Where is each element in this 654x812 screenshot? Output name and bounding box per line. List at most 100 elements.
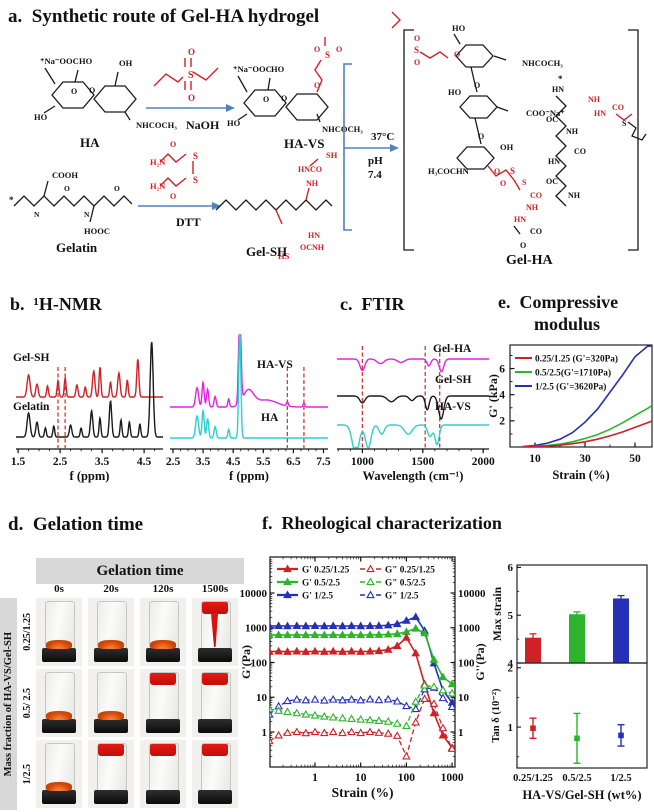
- gelled-hydrogel: [202, 744, 228, 756]
- svg-text:G' 0.25/1.25: G' 0.25/1.25: [302, 566, 350, 576]
- svg-text:2.5: 2.5: [166, 456, 181, 468]
- svg-text:HO: HO: [452, 23, 466, 33]
- svg-text:S: S: [325, 50, 330, 60]
- hooc-label: HOOC: [84, 226, 110, 236]
- svg-text:O: O: [478, 132, 484, 141]
- svg-text:O: O: [314, 45, 320, 54]
- ring-oxygen: O: [71, 87, 77, 96]
- svg-text:HN: HN: [308, 231, 320, 240]
- svg-text:HO: HO: [34, 112, 48, 122]
- svg-text:1.5: 1.5: [11, 456, 26, 468]
- svg-text:1/2.5 (G'=3620Pa): 1/2.5 (G'=3620Pa): [535, 382, 606, 393]
- vial-cap: [198, 719, 232, 733]
- svg-text:S: S: [193, 175, 198, 185]
- svg-text:G" 1/2.5: G" 1/2.5: [385, 592, 419, 602]
- svg-text:1/2.5: 1/2.5: [610, 773, 631, 784]
- svg-text:OC: OC: [546, 115, 558, 124]
- ungelled-liquid: [46, 782, 72, 791]
- gelation-time-col-20s: 20s: [103, 583, 119, 595]
- svg-text:0.25/1.25 (G'=320Pa): 0.25/1.25 (G'=320Pa): [535, 354, 618, 365]
- svg-text:1500: 1500: [411, 456, 434, 468]
- gelation-time-col-0s: 0s: [54, 583, 64, 595]
- gelation-time-col-120s: 120s: [152, 583, 174, 595]
- svg-text:30: 30: [579, 453, 591, 465]
- gelation-row-label: 1/2.5: [19, 740, 35, 808]
- svg-text:OCNH: OCNH: [300, 243, 325, 252]
- gelation-row-label-text: 0.25/1.25: [21, 613, 33, 651]
- svg-text:2000: 2000: [472, 456, 495, 468]
- arrow-dtt: DTT: [138, 202, 221, 229]
- ungelled-liquid: [46, 711, 72, 720]
- vial-photo-0.5-2.5-120s: [140, 669, 186, 737]
- svg-text:G" 0.25/1.25: G" 0.25/1.25: [385, 566, 435, 576]
- svg-text:100: 100: [398, 772, 416, 784]
- vial-photo-0.5-2.5-0s: [36, 669, 82, 737]
- ungelled-liquid: [150, 640, 176, 649]
- max-strain-chart: 4 5 6 Max strain: [492, 562, 648, 670]
- svg-text:S: S: [414, 45, 419, 55]
- svg-text:O: O: [114, 184, 120, 193]
- svg-text:Strain (%): Strain (%): [552, 468, 609, 482]
- vial-cap: [42, 648, 76, 662]
- gelation-row-axis-label: Mass fraction of HA-VS/Gel-SH: [3, 631, 14, 777]
- gel-ha-structure: O S O O HO NHCOCH₃ O HO COO⁻Na⁺ O OH H₃C…: [391, 11, 647, 268]
- svg-text:O: O: [64, 184, 70, 193]
- svg-text:H₂N: H₂N: [150, 157, 166, 167]
- svg-text:O: O: [474, 81, 480, 90]
- gelled-hydrogel: [150, 744, 176, 756]
- svg-text:4: 4: [508, 658, 514, 670]
- svg-text:HN: HN: [514, 215, 526, 224]
- svg-text:3.5: 3.5: [95, 456, 110, 468]
- dtt-label: DTT: [176, 215, 201, 229]
- svg-text:G' (kPa): G' (kPa): [486, 374, 500, 418]
- svg-text:4.5: 4.5: [137, 456, 152, 468]
- gelation-row-label: 0.25/1.25: [19, 598, 35, 666]
- svg-text:Max strain: Max strain: [492, 586, 504, 641]
- svg-text:O: O: [494, 167, 500, 176]
- svg-text:Gel-HA: Gel-HA: [433, 343, 472, 355]
- svg-text:HA-VS/Gel-SH (wt%): HA-VS/Gel-SH (wt%): [522, 788, 641, 802]
- panel-e-title-line2: modulus: [534, 314, 601, 334]
- synthesis-scheme: O O ⁺Na⁻OOC HO OH HO NHCOCH₃ HA O S O: [9, 11, 647, 268]
- series-g-1-2-5: [270, 683, 455, 718]
- series-g-0-25-1-25: [270, 694, 455, 760]
- svg-text:NH: NH: [588, 95, 601, 104]
- gel-sh-label: Gel-SH: [246, 244, 287, 259]
- rheology-chart: 1 1 10 10 100 100 1000 1000 10000 10000 1 10 100 1000…: [239, 556, 487, 800]
- svg-text:10: 10: [458, 692, 470, 704]
- vial-photo-1-2.5-0s: [36, 740, 82, 808]
- svg-text:O: O: [281, 94, 287, 103]
- svg-text:0.5/2.5(G'=1710Pa): 0.5/2.5(G'=1710Pa): [535, 368, 611, 379]
- gelled-hydrogel: [150, 673, 176, 685]
- svg-text:Strain (%): Strain (%): [332, 785, 394, 800]
- ph-label: pH: [368, 155, 383, 167]
- svg-text:1: 1: [458, 727, 464, 739]
- svg-text:N: N: [84, 210, 90, 219]
- svg-text:S: S: [622, 119, 627, 128]
- svg-text:S: S: [510, 166, 515, 176]
- series-g-0-5-2-5: [270, 624, 455, 688]
- svg-text:NH: NH: [568, 191, 581, 200]
- svg-text:4: 4: [499, 389, 505, 401]
- svg-text:HN: HN: [548, 157, 560, 166]
- svg-text:7.5: 7.5: [316, 456, 331, 468]
- vial-cap: [198, 648, 232, 662]
- svg-text:O: O: [314, 81, 320, 90]
- naoh-label: NaOH: [186, 118, 220, 132]
- vial-photo-0.5-2.5-20s: [88, 669, 134, 737]
- vial-photo-0.25-1.25-0s: [36, 598, 82, 666]
- panel-f-title: f. Rheological characterization: [262, 513, 502, 533]
- svg-text:6: 6: [499, 363, 505, 375]
- svg-text:*: *: [9, 195, 14, 205]
- svg-text:Gel-SH: Gel-SH: [13, 352, 49, 364]
- svg-text:Gel-SH: Gel-SH: [435, 374, 471, 386]
- svg-text:HN: HN: [594, 109, 606, 118]
- svg-text:S: S: [188, 70, 194, 81]
- svg-text:G'(Pa): G'(Pa): [239, 645, 253, 679]
- svg-text:10000: 10000: [240, 588, 268, 600]
- svg-text:NH: NH: [306, 179, 319, 188]
- svg-text:HN: HN: [552, 85, 564, 94]
- ha-label: HA: [80, 135, 100, 150]
- svg-text:Tan δ (10⁻²): Tan δ (10⁻²): [491, 688, 502, 743]
